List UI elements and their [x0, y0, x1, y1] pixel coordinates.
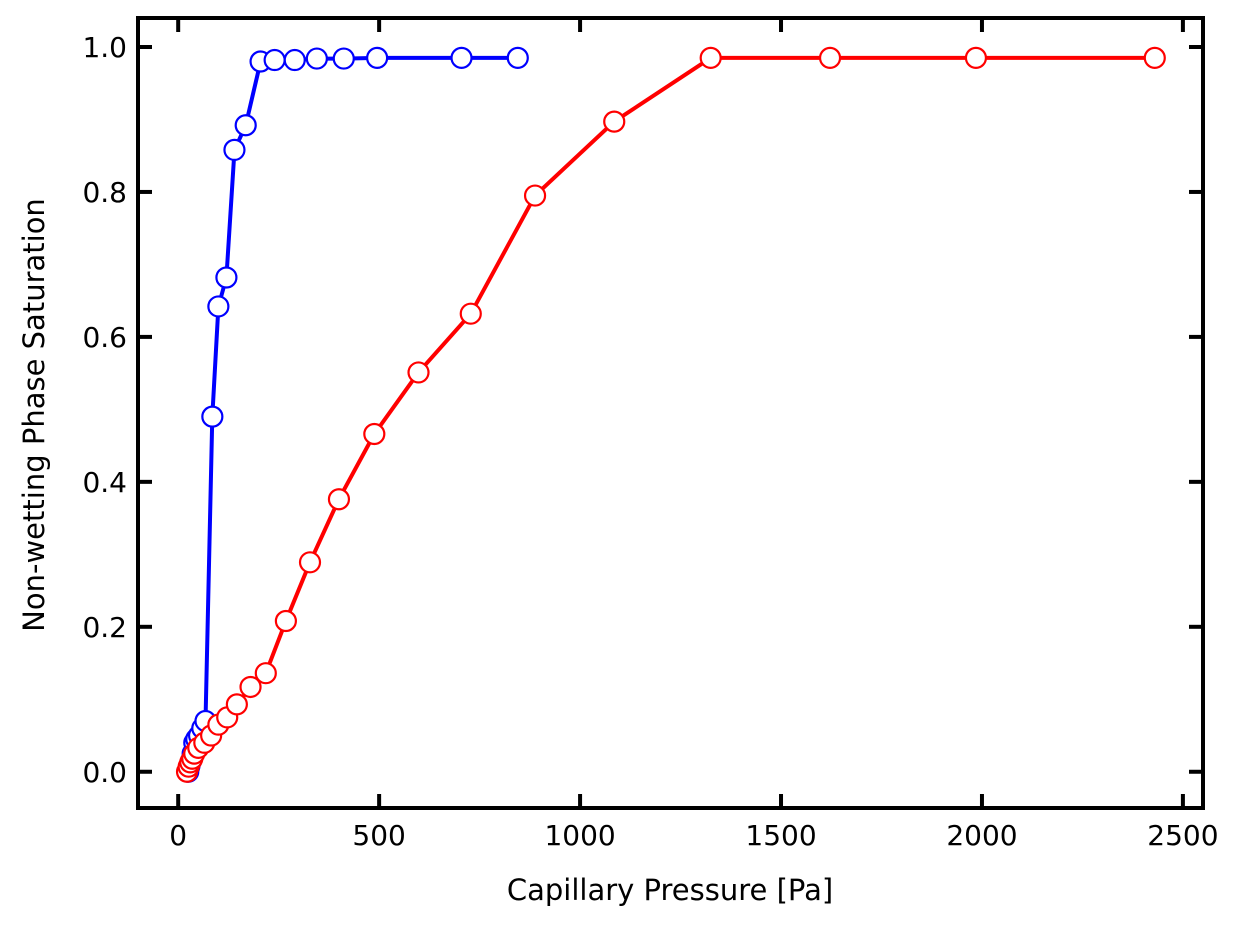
y-axis-label: Non-wetting Phase Saturation: [17, 198, 51, 632]
axes-layer: 0 500 1000 1500 2000 2500 0.0 0.2 0.4 0.6 0.8 1.0: [82, 16, 1219, 852]
data-point: [363, 422, 386, 446]
data-point: [215, 266, 238, 289]
data-point: [327, 488, 351, 511]
data-point: [305, 47, 328, 70]
x-tick-label: 2500: [1147, 819, 1218, 852]
plot-frame: [136, 16, 1205, 810]
series-line: [185, 55, 1155, 773]
data-point: [239, 675, 262, 699]
data-point: [407, 361, 430, 384]
y-tick-label: 0.2: [82, 611, 127, 644]
y-tick-label: 1.0: [82, 31, 127, 64]
data-point: [1143, 46, 1166, 69]
data-point: [223, 138, 246, 162]
series-layer: [175, 46, 1166, 783]
data-point: [964, 46, 988, 69]
data-point: [603, 110, 626, 133]
data-point: [254, 662, 277, 685]
y-tick-label: 0.8: [82, 176, 127, 209]
x-tick-label: 500: [352, 819, 405, 852]
series-red: [175, 46, 1166, 783]
data-point: [207, 295, 230, 318]
x-tick-label: 0: [169, 819, 187, 852]
data-point: [523, 184, 547, 207]
data-point: [818, 46, 842, 69]
data-point: [506, 46, 529, 69]
data-point: [263, 48, 286, 72]
data-point: [225, 693, 248, 716]
data-point: [234, 114, 257, 137]
data-point: [366, 46, 389, 69]
data-point: [699, 46, 722, 69]
x-tick-label: 2000: [946, 819, 1017, 852]
data-point: [450, 46, 473, 69]
y-tick-label: 0.0: [82, 756, 127, 789]
series-line: [186, 55, 518, 773]
x-axis-label: Capillary Pressure [Pa]: [507, 873, 833, 907]
data-point: [283, 48, 306, 72]
data-point: [201, 405, 224, 428]
x-tick-label: 1500: [745, 819, 816, 852]
series-blue: [177, 46, 529, 783]
data-point: [332, 47, 355, 70]
y-tick-label: 0.4: [82, 466, 127, 499]
data-point: [298, 551, 322, 574]
data-point: [459, 302, 482, 325]
y-tick-label: 0.6: [82, 321, 127, 354]
x-tick-label: 1000: [544, 819, 615, 852]
data-point: [274, 609, 297, 633]
